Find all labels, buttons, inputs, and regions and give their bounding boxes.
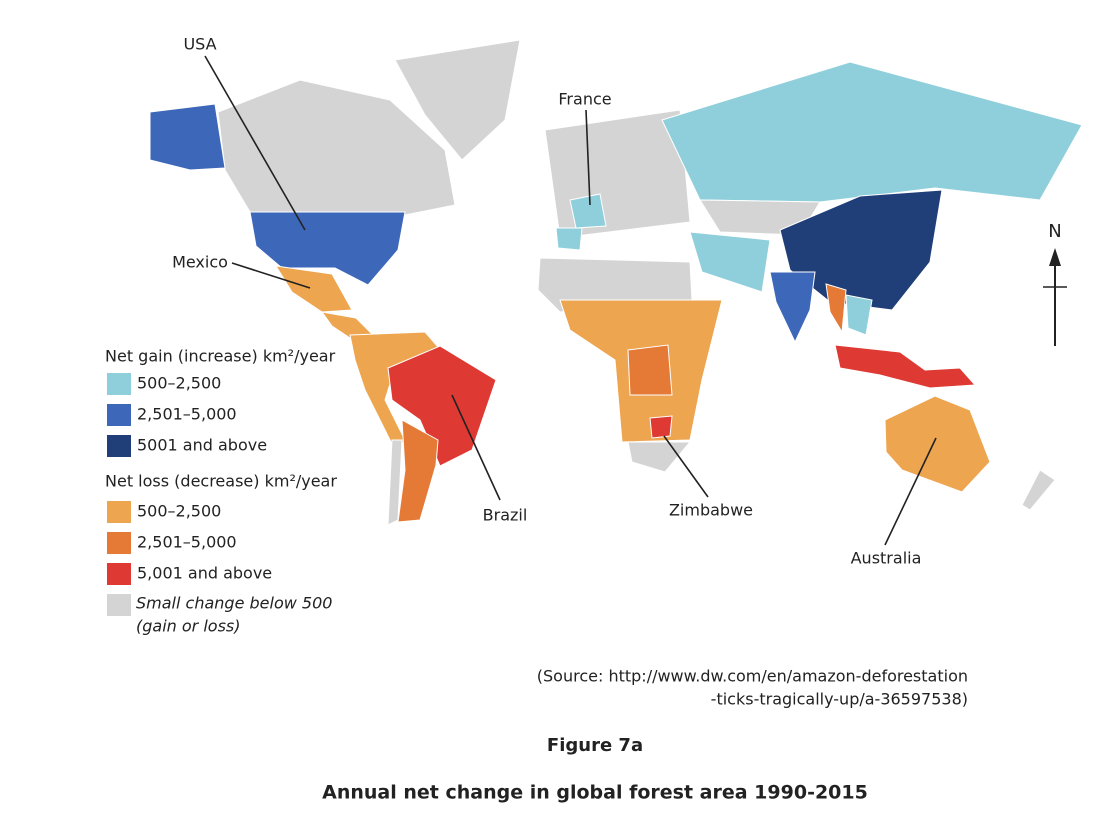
map-label: Brazil bbox=[483, 506, 528, 525]
map-label: Zimbabwe bbox=[669, 501, 753, 520]
legend-label: 2,501–5,000 bbox=[137, 405, 237, 424]
myanmar bbox=[825, 283, 847, 334]
southeast-asia bbox=[845, 294, 873, 336]
alaska bbox=[149, 103, 226, 171]
figure-number: Figure 7a bbox=[547, 735, 643, 756]
legend-swatch bbox=[107, 404, 131, 426]
leader-line bbox=[585, 109, 591, 206]
argentina bbox=[397, 419, 439, 523]
legend-swatch bbox=[107, 373, 131, 395]
congo bbox=[627, 344, 673, 396]
compass-arrow bbox=[1049, 248, 1061, 266]
legend-title: Net gain (increase) km²/year bbox=[105, 347, 336, 366]
chile bbox=[387, 439, 403, 526]
legend-swatch bbox=[107, 435, 131, 457]
compass: N bbox=[1043, 221, 1067, 346]
australia bbox=[884, 395, 991, 493]
north-label: N bbox=[1048, 221, 1061, 242]
leader-line bbox=[204, 55, 306, 231]
india bbox=[769, 271, 816, 344]
legend-swatch bbox=[107, 563, 131, 585]
legend-label: 5,001 and above bbox=[137, 564, 272, 583]
south-africa bbox=[627, 441, 692, 473]
leader-lines bbox=[204, 55, 937, 546]
map-label: Australia bbox=[851, 549, 922, 568]
legend-swatch bbox=[107, 594, 131, 616]
middle-east bbox=[689, 231, 771, 293]
legend-label: (gain or loss) bbox=[136, 617, 240, 636]
russia bbox=[661, 61, 1083, 203]
usa bbox=[249, 211, 406, 286]
leader-line bbox=[884, 437, 937, 546]
new-zealand bbox=[1021, 469, 1056, 511]
greenland bbox=[394, 39, 521, 161]
indonesia bbox=[834, 344, 977, 389]
legend-label: Small change below 500 bbox=[136, 594, 332, 613]
legend-label: 5001 and above bbox=[137, 436, 267, 455]
legend: Net gain (increase) km²/year Net loss (d… bbox=[105, 347, 337, 636]
brazil bbox=[387, 345, 497, 467]
northern-south-america bbox=[349, 331, 446, 451]
source: -ticks-tragically-up/a-36597538) bbox=[711, 690, 968, 709]
legend-swatch bbox=[107, 501, 131, 523]
mexico bbox=[275, 265, 353, 313]
map-label: USA bbox=[183, 35, 216, 54]
map-label: Mexico bbox=[172, 253, 228, 272]
legend-label: 500–2,500 bbox=[137, 374, 221, 393]
legend-label: 2,501–5,000 bbox=[137, 533, 237, 552]
legend-swatch bbox=[107, 532, 131, 554]
world-map bbox=[149, 39, 1083, 526]
legend-title: Net loss (decrease) km²/year bbox=[105, 472, 337, 491]
leader-line bbox=[663, 435, 709, 498]
legend-label: 500–2,500 bbox=[137, 502, 221, 521]
map-label: France bbox=[558, 90, 611, 109]
france bbox=[569, 193, 607, 229]
caption: Annual net change in global forest area … bbox=[322, 782, 868, 804]
source: (Source: http://www.dw.com/en/amazon-def… bbox=[537, 667, 968, 686]
leader-line bbox=[451, 394, 501, 501]
spain bbox=[555, 227, 583, 251]
zimbabwe bbox=[649, 415, 673, 439]
leader-line bbox=[231, 262, 311, 289]
